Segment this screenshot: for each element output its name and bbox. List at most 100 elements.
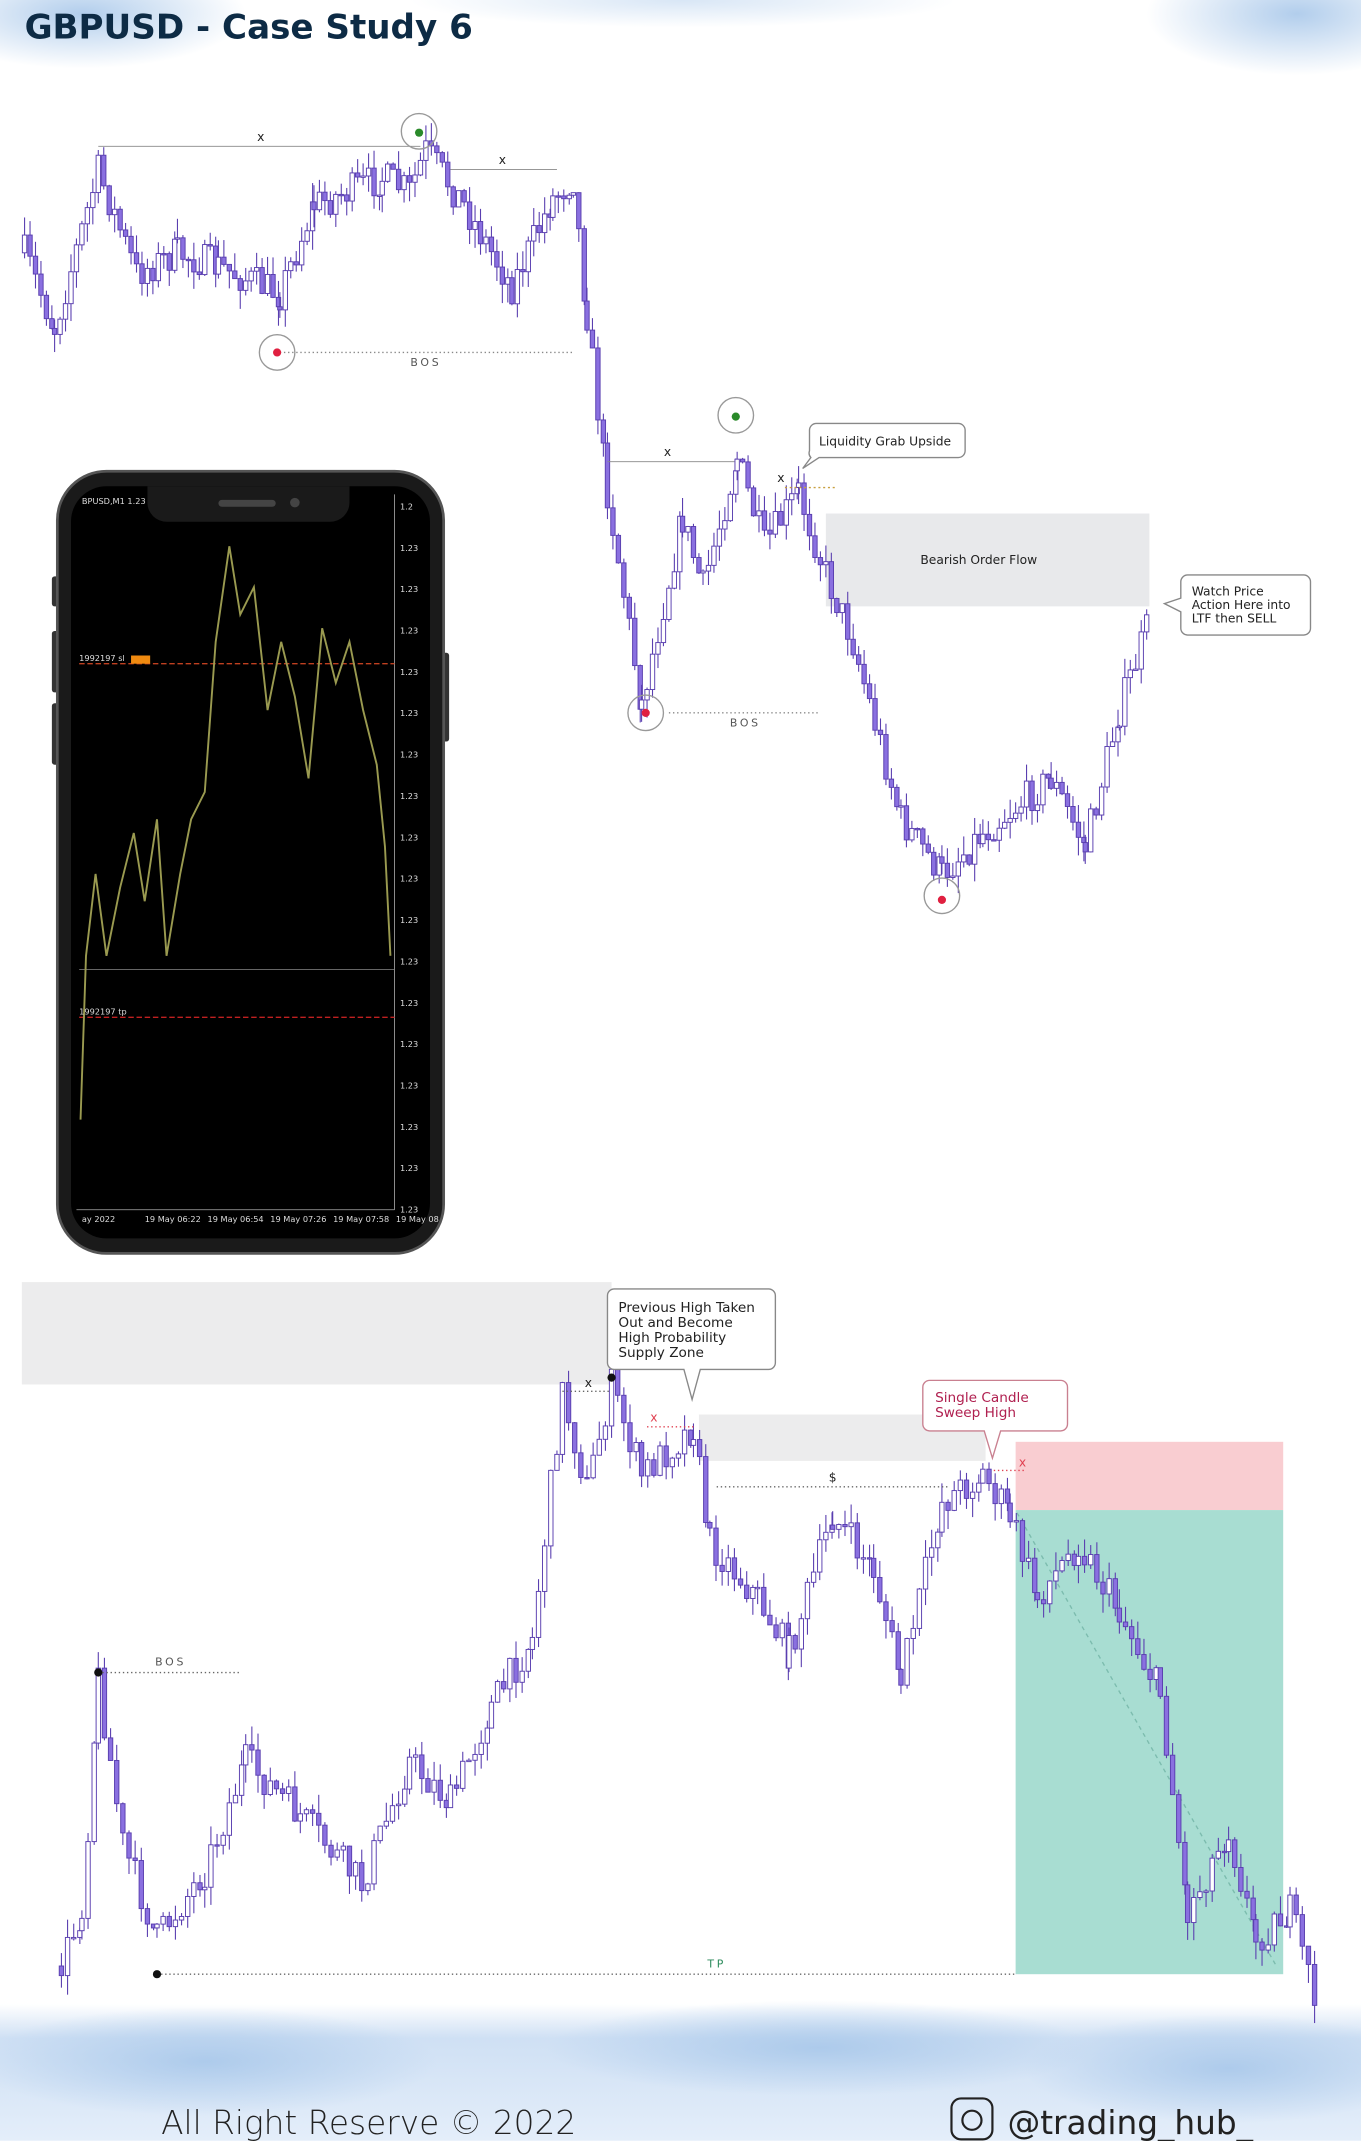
candle-body (389, 1805, 396, 1822)
candle-body (327, 200, 334, 215)
candle-body (286, 1786, 292, 1794)
candle-body (767, 1614, 773, 1626)
candle-body (737, 1578, 744, 1586)
candle-body (447, 1784, 454, 1809)
candle-body (996, 827, 1002, 841)
candle-body (478, 1742, 484, 1755)
price-label: 1.23 (400, 708, 418, 718)
price-label: 1.23 (400, 1122, 418, 1132)
candle-body (711, 545, 717, 566)
candle-body (1250, 1897, 1256, 1921)
upper-chart: Bearish Order Flow x x x x BOS BOS Liqui… (21, 112, 1312, 915)
candle-body (166, 1915, 172, 1928)
candle-body (842, 1524, 848, 1528)
candle-body (160, 1915, 166, 1925)
price-label: 1.23 (400, 1081, 418, 1091)
candle-body (584, 1477, 590, 1480)
tp-label: TP (706, 1957, 726, 1970)
candle-body (1184, 1884, 1191, 1924)
candle-body (62, 303, 69, 320)
candle-body (253, 267, 260, 272)
candle-body (57, 318, 63, 335)
bos-label: BOS (410, 356, 441, 369)
candle-body (1053, 781, 1060, 789)
callout-box (1162, 574, 1312, 636)
candle-body (696, 1439, 703, 1458)
candle-body (1147, 1668, 1153, 1680)
candle-body (935, 1531, 941, 1549)
candle-body (744, 1584, 750, 1599)
candle-body (1209, 1857, 1215, 1892)
candle-body (1135, 1638, 1141, 1656)
candle-body (514, 269, 521, 305)
candle-body (845, 603, 851, 640)
candle-body (1034, 804, 1041, 812)
candle-body (666, 587, 672, 620)
candle-body (945, 1501, 951, 1511)
candle-body (870, 1557, 877, 1578)
candle-body (21, 234, 28, 254)
callout-text: Single Candle Sweep High (935, 1390, 1033, 1421)
callout-text: Watch Price Action Here into LTF then SE… (1192, 584, 1295, 625)
candle-body (299, 240, 305, 266)
candle-body (806, 513, 813, 537)
candle-body (494, 1681, 501, 1703)
candle-body (554, 1453, 560, 1471)
liquidity-mark: $ (829, 1470, 837, 1484)
candle-body (772, 511, 779, 535)
candle-body (1109, 741, 1116, 747)
price-label: 1.23 (400, 915, 418, 925)
candle-body (638, 699, 645, 710)
candle-body (1203, 1890, 1209, 1893)
candle-body (501, 1681, 507, 1690)
stop-zone (1015, 1441, 1284, 1511)
candle-body (861, 663, 867, 685)
candle-body (1182, 1841, 1188, 1886)
price-label: 1.23 (400, 874, 418, 884)
candle-body (32, 255, 39, 275)
candle-body (679, 515, 686, 533)
candle-body (1287, 1894, 1293, 1928)
candle-body (1070, 806, 1076, 823)
candle-body (1018, 806, 1024, 814)
candle-body (1215, 1850, 1222, 1859)
candle-body (823, 561, 829, 566)
candle-body (581, 228, 587, 302)
candle-body (939, 856, 945, 864)
candle-body (297, 1813, 303, 1822)
symbol: BPUSD,M1 1.23 (82, 496, 146, 506)
candle-body (144, 267, 151, 284)
candle-body (1157, 1667, 1163, 1697)
time-label: 19 May 06:54 (207, 1214, 263, 1224)
candle-body (848, 1522, 854, 1528)
candle-body (854, 1522, 860, 1559)
candle-body (957, 1479, 964, 1492)
candle-body (1122, 1621, 1129, 1628)
candle-body (1311, 1963, 1318, 2006)
candle-body (677, 515, 683, 573)
candle-body (722, 520, 728, 530)
order-label: 1992197 tp (79, 1007, 126, 1017)
candle-body (64, 1936, 71, 1977)
candle-body (90, 192, 96, 209)
candle-body (101, 154, 107, 187)
speaker (218, 499, 276, 507)
camera (290, 497, 300, 508)
price-label: 1.23 (400, 543, 418, 553)
candle-body (531, 225, 537, 242)
candle-body (690, 526, 697, 558)
candle-body (1029, 780, 1035, 812)
candle-body (365, 1883, 371, 1892)
candle-body (525, 240, 531, 273)
candle-body (1197, 1891, 1203, 1898)
cloud (1146, 0, 1361, 76)
candle-body (939, 1501, 945, 1533)
candle-body (238, 1764, 245, 1796)
candle-body (322, 191, 328, 202)
swing-circle (400, 112, 438, 150)
candle-body (277, 306, 283, 311)
candle-body (472, 1753, 478, 1761)
candle-body (638, 1442, 645, 1477)
cloud (409, 0, 956, 28)
